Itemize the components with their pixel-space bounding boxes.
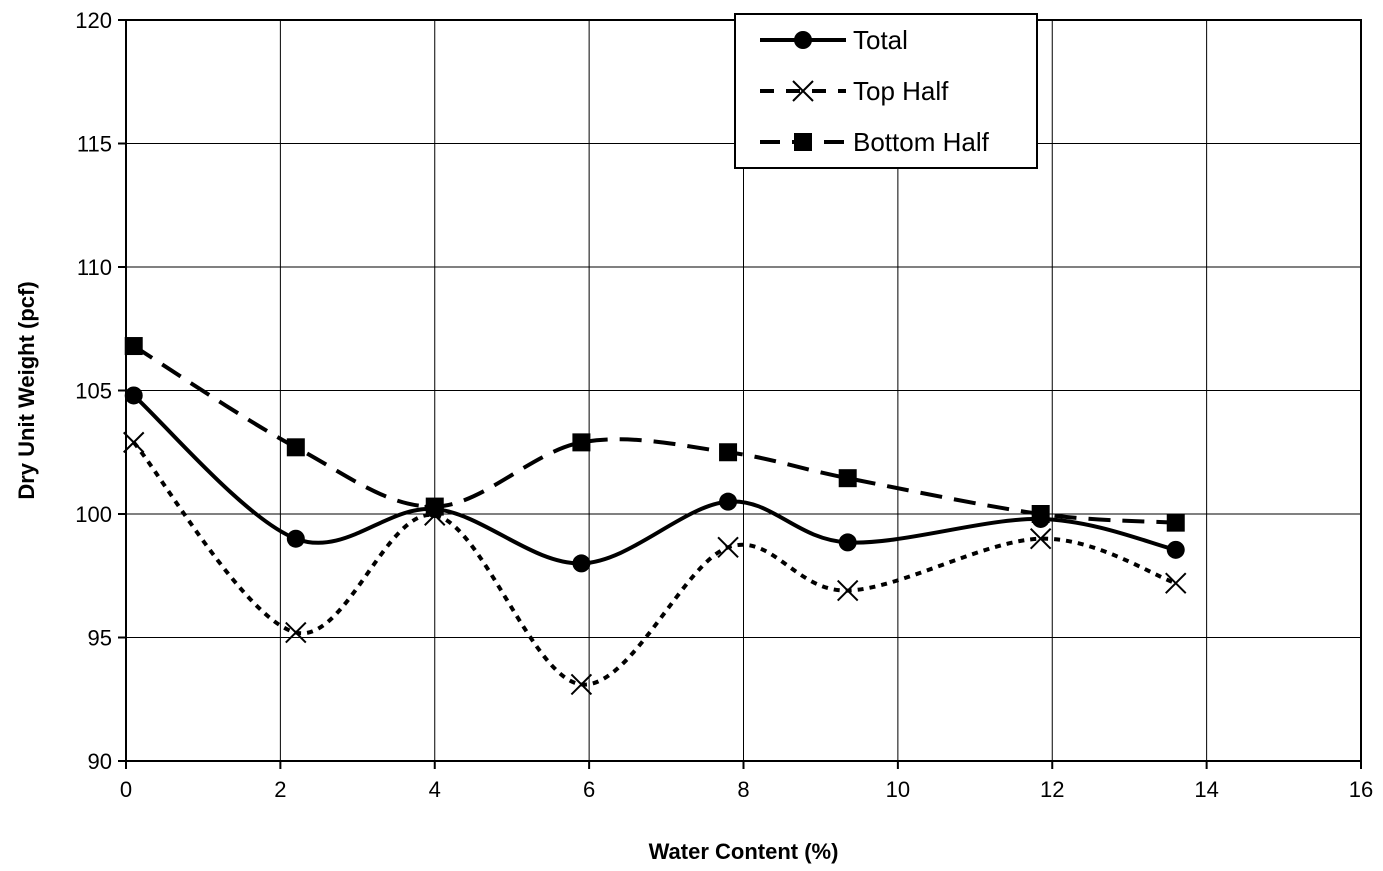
data-point-top-half: [1165, 572, 1187, 594]
x-tick-label: 0: [120, 777, 132, 802]
x-tick-label: 10: [886, 777, 910, 802]
x-tick-label: 16: [1349, 777, 1373, 802]
y-tick-label: 105: [75, 379, 112, 404]
legend: Total Top Half Bottom Half: [734, 13, 1038, 169]
x-tick-label: 8: [737, 777, 749, 802]
x-axis-title: Water Content (%): [649, 839, 839, 864]
x-tick-label: 2: [274, 777, 286, 802]
data-point-total: [1166, 540, 1185, 559]
legend-item-total: Total: [760, 25, 908, 55]
legend-label-bottom-half: Bottom Half: [853, 127, 990, 157]
legend-item-top-half: Top Half: [760, 76, 949, 106]
legend-item-bottom-half: Bottom Half: [760, 127, 990, 157]
data-point-total: [286, 529, 305, 548]
y-tick-label: 120: [75, 8, 112, 33]
data-point-bottom-half: [124, 337, 143, 356]
y-tick-label: 115: [77, 132, 112, 157]
data-point-bottom-half: [719, 443, 738, 462]
x-tick-label: 6: [583, 777, 595, 802]
y-tick-label: 110: [77, 255, 112, 280]
series-total: [124, 386, 1185, 573]
legend-items: Total Top Half Bottom Half: [760, 25, 990, 157]
data-point-total: [1031, 509, 1050, 528]
series-bottom-half: [124, 337, 1185, 532]
data-point-total: [572, 554, 591, 573]
data-point-bottom-half: [838, 469, 857, 488]
legend-swatch-marker-top-half: [792, 80, 814, 102]
data-point-top-half: [1029, 527, 1052, 550]
series-line-bottom-half: [132, 344, 1176, 525]
data-point-bottom-half: [1166, 513, 1185, 532]
data-series: [123, 337, 1187, 696]
series-line-top-half: [132, 441, 1177, 687]
x-tick-label: 12: [1040, 777, 1064, 802]
data-point-top-half: [570, 673, 593, 696]
axis-ticks: 0 2 4 6 8 10 12 14 16 90 95 100 105 110 115 120: [75, 8, 1373, 802]
data-point-top-half: [285, 621, 307, 644]
data-point-total: [425, 500, 444, 519]
data-point-top-half: [717, 536, 739, 559]
x-tick-label: 14: [1194, 777, 1218, 802]
legend-label-total: Total: [853, 25, 908, 55]
y-tick-label: 90: [88, 749, 112, 774]
legend-swatch-marker-total: [794, 31, 812, 49]
series-top-half: [123, 431, 1187, 696]
data-point-top-half: [123, 431, 145, 454]
data-point-top-half: [836, 579, 859, 602]
legend-label-top-half: Top Half: [853, 76, 949, 106]
y-tick-label: 100: [75, 502, 112, 527]
legend-swatch-marker-bottom-half: [794, 133, 812, 151]
data-point-total: [124, 386, 143, 405]
y-tick-label: 95: [88, 626, 112, 651]
y-axis-title: Dry Unit Weight (pcf): [14, 281, 39, 499]
data-point-bottom-half: [572, 433, 591, 452]
data-point-bottom-half: [286, 438, 305, 457]
data-point-total: [838, 533, 857, 552]
x-tick-label: 4: [429, 777, 441, 802]
data-point-total: [719, 492, 738, 511]
